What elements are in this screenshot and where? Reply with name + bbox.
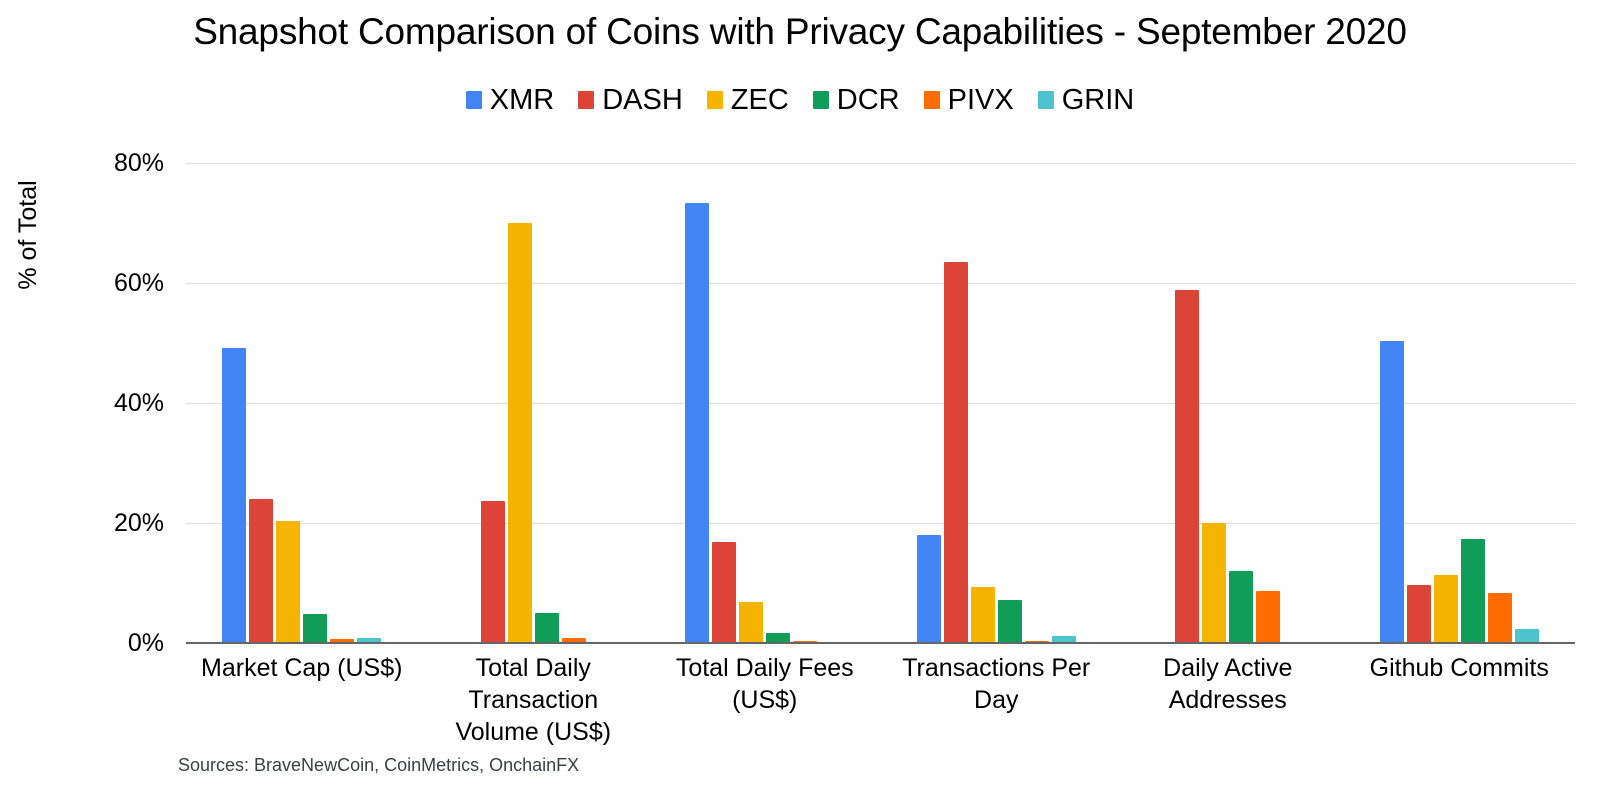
bar-dash[interactable] <box>1175 290 1200 643</box>
bar-pivx[interactable] <box>793 640 818 643</box>
source-note: Sources: BraveNewCoin, CoinMetrics, Onch… <box>178 755 580 775</box>
y-axis-title: % of Total <box>14 180 42 290</box>
chart-legend: XMR DASH ZEC DCR PIVX GRIN <box>0 84 1600 116</box>
legend-item-dash[interactable]: DASH <box>578 84 683 116</box>
bar-dash[interactable] <box>249 499 274 643</box>
bar-group <box>649 163 881 643</box>
bar-group <box>1112 163 1344 643</box>
bar-grin[interactable] <box>1514 629 1539 643</box>
bar-dcr[interactable] <box>1229 571 1254 643</box>
bar-pivx[interactable] <box>1487 592 1512 643</box>
plot-area: 80% 60% 40% 20% 0% <box>114 149 1575 657</box>
bar-dcr[interactable] <box>1460 538 1485 643</box>
bar-xmr[interactable] <box>685 202 710 643</box>
bar-zec[interactable] <box>1433 575 1458 643</box>
x-axis-line <box>186 642 1575 644</box>
legend-swatch-icon <box>1037 91 1054 109</box>
bar-group <box>418 163 650 643</box>
bar-group <box>186 163 418 643</box>
bar-dcr[interactable] <box>766 632 791 643</box>
legend-label: GRIN <box>1061 84 1135 116</box>
bar-xmr[interactable] <box>222 348 247 643</box>
gridline <box>186 523 1575 524</box>
y-axis-tick-label: 40% <box>113 389 164 417</box>
bar-zec[interactable] <box>739 601 764 643</box>
legend-item-zec[interactable]: ZEC <box>706 84 789 116</box>
legend-swatch-icon <box>812 91 829 109</box>
bars <box>186 163 418 643</box>
bar-zec[interactable] <box>276 521 301 643</box>
legend-label: PIVX <box>947 84 1014 116</box>
bar-dash[interactable] <box>712 542 737 643</box>
bars <box>1112 163 1344 643</box>
legend-label: DCR <box>836 84 900 116</box>
gridline <box>186 163 1575 164</box>
bars <box>418 163 650 643</box>
bar-dcr[interactable] <box>997 600 1022 643</box>
legend-label: XMR <box>489 84 555 116</box>
legend-item-grin[interactable]: GRIN <box>1037 84 1135 116</box>
bar-pivx[interactable] <box>1256 591 1281 643</box>
legend-item-xmr[interactable]: XMR <box>465 84 555 116</box>
x-axis-labels: Market Cap (US$) Total Daily Transaction … <box>186 652 1575 748</box>
gridline <box>186 283 1575 284</box>
x-axis-label: Github Commits <box>1369 654 1549 682</box>
legend-swatch-icon <box>923 91 940 109</box>
bars <box>1344 163 1576 643</box>
bar-xmr[interactable] <box>1379 341 1404 643</box>
y-axis-tick-label: 0% <box>127 629 164 657</box>
legend-item-pivx[interactable]: PIVX <box>923 84 1014 116</box>
x-axis-label: Market Cap (US$) <box>201 654 403 682</box>
bar-zec[interactable] <box>970 587 995 643</box>
bar-group <box>1344 163 1576 643</box>
legend-swatch-icon <box>465 91 482 109</box>
bar-zec[interactable] <box>1202 523 1227 643</box>
legend-label: ZEC <box>730 84 789 116</box>
bar-pivx[interactable] <box>561 638 586 643</box>
legend-item-dcr[interactable]: DCR <box>812 84 900 116</box>
bars <box>649 163 881 643</box>
x-axis-label: Daily Active Addresses <box>1163 654 1293 714</box>
legend-swatch-icon <box>578 91 595 109</box>
bar-group <box>881 163 1113 643</box>
bar-grin[interactable] <box>1051 635 1076 643</box>
bar-dash[interactable] <box>1406 584 1431 643</box>
bars <box>881 163 1113 643</box>
bar-grin[interactable] <box>357 638 382 643</box>
bar-dash[interactable] <box>480 500 505 643</box>
bar-dash[interactable] <box>943 262 968 643</box>
chart-title: Snapshot Comparison of Coins with Privac… <box>193 11 1407 52</box>
x-axis-label: Total Daily Fees (US$) <box>675 654 854 714</box>
y-axis-tick-label: 80% <box>113 149 164 177</box>
bar-dcr[interactable] <box>303 614 328 643</box>
y-axis-tick-label: 60% <box>113 269 164 297</box>
gridline <box>186 403 1575 404</box>
bar-xmr[interactable] <box>916 535 941 643</box>
bar-zec[interactable] <box>507 223 532 643</box>
legend-label: DASH <box>602 84 683 116</box>
x-axis-label: Total Daily Transaction Volume (US$) <box>455 654 612 746</box>
legend-swatch-icon <box>706 91 723 109</box>
bar-groups <box>186 163 1575 643</box>
bar-pivx[interactable] <box>330 639 355 643</box>
x-axis-label: Transactions Per Day <box>902 654 1091 714</box>
bar-dcr[interactable] <box>534 613 559 643</box>
y-axis-tick-label: 20% <box>113 509 164 537</box>
